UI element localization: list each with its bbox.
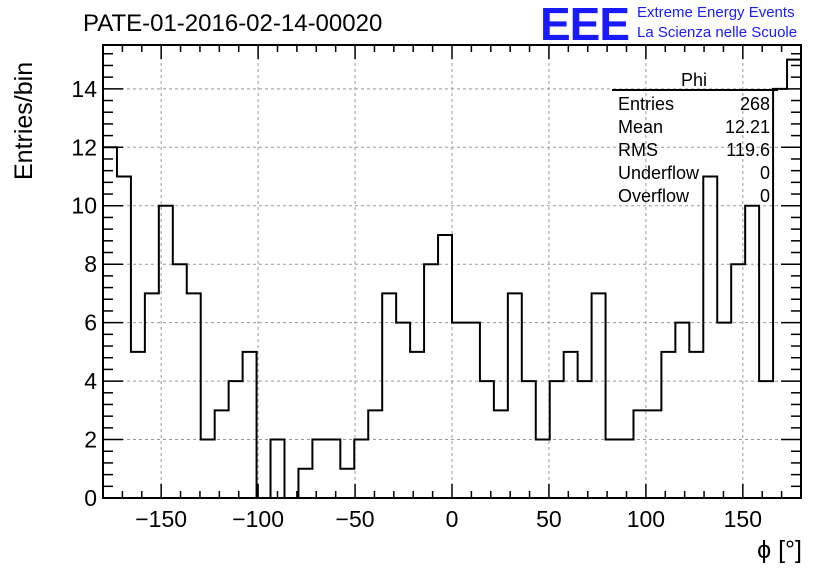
histogram-bin [271,440,285,498]
y-tick-label: 8 [84,251,97,277]
x-tick-label: −50 [336,506,375,532]
histogram-bin [340,469,354,498]
histogram-bin [592,293,606,498]
histogram-bin [201,440,215,498]
histogram-bin [480,381,494,498]
y-tick-label: 0 [84,485,97,511]
x-tick-label: −100 [232,506,284,532]
y-tick-label: 4 [84,368,97,394]
x-tick-label: 0 [446,506,459,532]
histogram-bin [494,410,508,498]
y-tick-label: 14 [71,76,97,102]
histogram-bin [131,352,145,498]
histogram-bin [396,323,410,498]
histogram-bin [312,440,326,498]
histogram-bin [298,469,312,498]
x-tick-label: 50 [536,506,562,532]
histogram-bin [745,206,759,498]
histogram-bin [620,440,634,498]
histogram-bin [773,89,787,498]
x-tick-labels: −150 −100 −50 0 50 100 150 [135,506,762,532]
histogram-bin [703,177,717,498]
logo-subtitle-line2: La Scienza nelle Scuole [637,24,798,41]
stats-row-value: 268 [740,94,770,114]
histogram-series [102,58,802,499]
histogram-bin [229,381,243,498]
histogram-bin [243,352,257,498]
y-tick-labels: 0 2 4 6 8 10 12 14 [71,76,97,511]
histogram-bin [731,264,745,498]
histogram-bin [382,293,396,498]
histogram-bin [145,293,159,498]
histogram-bin [564,352,578,498]
stats-row-label: RMS [618,140,658,160]
histogram-bin [550,381,564,498]
histogram-bin [606,440,620,498]
histogram-bin [424,264,438,498]
histogram-bin [787,60,801,498]
y-tick-label: 10 [71,193,97,219]
x-tick-label: −150 [135,506,187,532]
x-axis-label: ϕ [°] [757,536,802,564]
histogram-bin [675,323,689,498]
stats-row-label: Mean [618,117,663,137]
y-axis-label: Entries/bin [10,62,38,180]
stats-row-value: 12.21 [725,117,770,137]
chart-title: PATE-01-2016-02-14-00020 [83,10,383,37]
y-tick-label: 12 [71,134,97,160]
histogram-bin [173,264,187,498]
stats-row-value: 0 [760,163,770,183]
histogram-bin [661,352,675,498]
histogram-bin [522,381,536,498]
stats-box-rows: Entries 268 Mean 12.21 RMS 119.6 Underflow 0 Ove… [618,94,770,206]
histogram-bin [452,323,466,498]
stats-row-value: 0 [760,186,770,206]
histogram-bin [117,177,131,498]
stats-row-value: 119.6 [726,140,770,160]
x-tick-label: 150 [724,506,762,532]
stats-row-label: Entries [618,94,674,114]
stats-box-title: Phi [681,70,707,90]
stats-row-label: Underflow [618,163,700,183]
histogram-bin [759,381,773,498]
histogram-bin [438,235,452,498]
histogram-bin [215,410,229,498]
histogram-bin [536,440,550,498]
eee-logo: EEE [540,0,630,50]
stats-row-label: Overflow [618,186,690,206]
histogram-bin [647,410,661,498]
logo-subtitle-line1: Extreme Energy Events [637,4,795,21]
stats-box: Phi Entries 268 Mean 12.21 RMS 119.6 Underflow… [612,70,778,206]
histogram-bin [689,352,703,498]
x-tick-label: 100 [627,506,665,532]
histogram-bin [578,381,592,498]
axis-ticks [102,45,802,499]
y-tick-label: 6 [84,310,97,336]
histogram-outline [102,58,802,499]
histogram-bin [508,293,522,498]
histogram-bin [368,410,382,498]
histogram-bin [326,440,340,498]
histogram-bin [159,206,173,498]
histogram-bin [466,323,480,498]
histogram-bin [187,293,201,498]
histogram-bin [717,323,731,498]
histogram-bin [410,352,424,498]
histogram-bin [354,440,368,498]
y-tick-label: 2 [84,427,97,453]
